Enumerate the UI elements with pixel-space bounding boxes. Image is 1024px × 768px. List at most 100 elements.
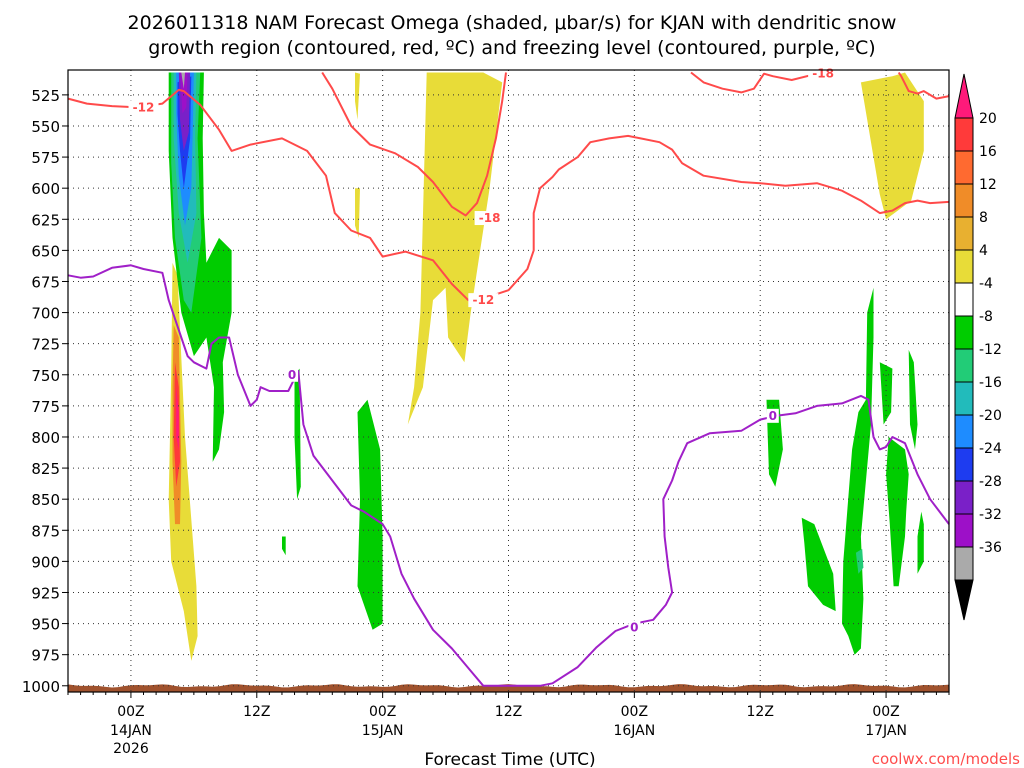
y-tick-label: 575	[31, 149, 60, 167]
colorbar-label: 4	[979, 243, 988, 259]
colorbar-swatch	[954, 216, 974, 251]
colorbar-label: -32	[979, 507, 1002, 523]
colorbar-swatch	[954, 249, 974, 284]
colorbar-swatch	[954, 447, 974, 482]
axes: 525 550 575 600 625 650 675 700 725 750 775 800 825 8…	[22, 69, 950, 757]
x-tick-date: 15JAN	[362, 723, 404, 739]
colorbar-label: -28	[979, 474, 1002, 490]
x-tick-date: 16JAN	[613, 723, 655, 739]
x-tick-label: 00Z	[369, 704, 396, 720]
temperature-contour	[67, 88, 950, 302]
chart-title-line2: growth region (contoured, red, ºC) and f…	[148, 37, 875, 59]
omega-region	[801, 517, 836, 612]
colorbar-swatch	[954, 546, 974, 581]
omega-region	[176, 387, 179, 450]
colorbar-top-arrow	[954, 73, 974, 119]
omega-region	[908, 349, 918, 450]
omega-region	[879, 362, 893, 425]
y-tick-label: 850	[31, 491, 60, 509]
x-tick-label: 00Z	[621, 704, 648, 720]
temperature-contour-label: -18	[812, 67, 834, 81]
x-tick-date: 17JAN	[865, 723, 907, 739]
y-tick-label: 800	[31, 429, 60, 447]
y-tick-label: 1000	[22, 678, 60, 696]
y-tick-label: 775	[31, 398, 60, 416]
x-tick-label: 00Z	[872, 704, 899, 720]
colorbar-label: 12	[979, 177, 997, 193]
colorbar-label: -36	[979, 540, 1002, 556]
contour-label-bg	[468, 293, 499, 308]
colorbar: 20 16 12 8 4 -4 -8 -12 -16 -20 -24 -28 -32 -36	[954, 73, 1002, 621]
y-tick-label: 925	[31, 584, 60, 602]
colorbar-swatch	[954, 183, 974, 218]
y-tick-label: 650	[31, 242, 60, 260]
colorbar-label: 8	[979, 210, 988, 226]
y-tick-label: 675	[31, 273, 60, 291]
colorbar-label: -16	[979, 375, 1002, 391]
x-tick-label: 00Z	[117, 704, 144, 720]
colorbar-swatch	[954, 282, 974, 317]
colorbar-swatch	[954, 480, 974, 515]
contour-label-bg	[286, 367, 299, 382]
y-tick-label: 975	[31, 647, 60, 665]
terrain-surface	[68, 684, 949, 692]
freezing-level-label: 0	[288, 368, 296, 382]
colorbar-label: 20	[979, 111, 997, 127]
y-tick-label: 550	[31, 118, 60, 136]
chart-title-line1: 2026011318 NAM Forecast Omega (shaded, μ…	[128, 12, 897, 34]
contour-label-bg	[766, 408, 779, 423]
temperature-contour	[897, 71, 950, 100]
x-tick-year: 2026	[113, 741, 149, 757]
y-tick-label: 600	[31, 180, 60, 198]
contour-label-bg	[628, 620, 641, 635]
omega-region	[355, 188, 360, 238]
freezing-level-contour	[67, 264, 950, 687]
colorbar-bottom-arrow	[954, 579, 974, 621]
temperature-contour-label: -18	[479, 211, 501, 225]
terrain	[68, 684, 949, 692]
temperature-contour-label: -12	[133, 100, 155, 114]
y-tick-label: 700	[31, 305, 60, 323]
contour-label-bg	[128, 100, 159, 115]
x-tick-label: 12Z	[495, 704, 522, 720]
colorbar-swatch	[954, 348, 974, 383]
y-tick-label: 825	[31, 460, 60, 478]
colorbar-label: -20	[979, 408, 1002, 424]
omega-region	[407, 72, 503, 425]
omega-shading	[168, 72, 924, 661]
colorbar-swatch	[954, 150, 974, 185]
grid	[68, 70, 949, 692]
omega-region	[180, 72, 188, 114]
x-tick-label: 12Z	[243, 704, 270, 720]
temperature-contour	[321, 71, 507, 217]
omega-region	[181, 72, 185, 89]
colorbar-label: -24	[979, 441, 1002, 457]
omega-region	[855, 548, 864, 574]
omega-region	[294, 368, 301, 500]
colorbar-label: -4	[979, 276, 993, 292]
credit-text: coolwx.com/models	[872, 750, 1020, 768]
colorbar-swatch	[954, 315, 974, 350]
y-tick-label: 900	[31, 553, 60, 571]
freezing-level-label: 0	[630, 620, 638, 634]
colorbar-label: -8	[979, 309, 993, 325]
freezing-level-label: 0	[769, 409, 777, 423]
y-tick-label: 875	[31, 522, 60, 540]
y-tick-label: 750	[31, 367, 60, 385]
y-tick-label: 725	[31, 336, 60, 354]
omega-region	[355, 72, 360, 120]
contour-label-bg	[474, 211, 505, 226]
colorbar-swatch	[954, 381, 974, 416]
colorbar-swatch	[954, 414, 974, 449]
temperature-contour-label: -12	[472, 293, 494, 307]
omega-region	[917, 511, 924, 574]
temperature-contour	[690, 71, 830, 94]
colorbar-swatch	[954, 117, 974, 152]
y-tick-label: 525	[31, 87, 60, 105]
omega-region	[842, 287, 874, 655]
omega-region	[860, 72, 924, 220]
colorbar-swatch	[954, 513, 974, 548]
x-axis-label: Forecast Time (UTC)	[424, 750, 595, 768]
x-tick-label: 12Z	[747, 704, 774, 720]
